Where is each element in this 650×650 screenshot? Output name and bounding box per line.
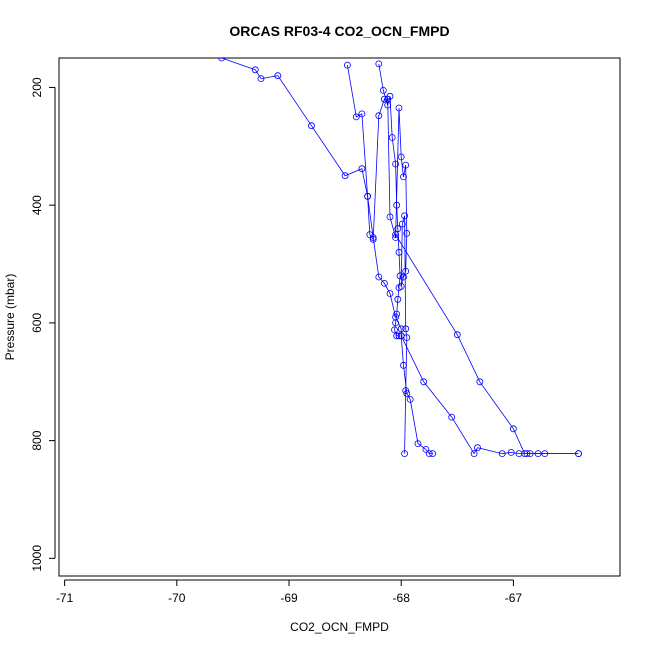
data-point [392,160,400,168]
data-point [380,279,388,287]
series-1 [218,58,437,458]
data-point [375,273,383,281]
data-point [251,66,259,74]
y-tick-label: 400 [30,195,44,215]
chart-title: ORCAS RF03-4 CO2_OCN_FMPD [229,23,449,39]
x-axis-label: CO2_OCN_FMPD [290,620,389,634]
data-point [448,413,456,421]
plot-area [58,57,621,577]
y-axis: 200 400 600 800 1000 [30,77,56,572]
data-point [425,450,433,458]
data-point [521,450,528,458]
data-point [453,331,461,339]
x-axis: -71 -70 -69 -68 -67 [56,579,523,605]
data-point [402,325,410,333]
x-tick-label: -68 [393,591,411,605]
data-point [406,395,414,403]
data-point [343,61,351,69]
data-point [397,153,405,161]
series-line [221,58,433,455]
data-point [394,295,402,303]
x-tick-label: -69 [280,591,298,605]
data-point [400,273,407,281]
data-point [352,113,360,121]
data-point [218,58,226,62]
y-tick-label: 200 [30,77,44,97]
data-point [308,122,315,130]
data-point [498,450,506,458]
data-point [391,326,398,334]
y-tick-label: 1000 [30,545,44,572]
data-point [392,231,400,239]
data-point [429,450,437,458]
data-point [366,231,374,239]
data-point [358,110,366,118]
data-point [420,378,428,386]
x-tick-label: -70 [168,591,186,605]
x-tick-label: -71 [56,591,74,605]
data-point [403,390,411,397]
series-3 [375,60,404,340]
series-layer [218,58,582,458]
data-point [395,284,403,292]
data-point [575,450,582,458]
y-axis-label: Pressure (mbar) [3,274,17,361]
data-point [515,450,523,458]
data-point [388,134,396,141]
data-point [507,448,515,456]
y-tick-label: 800 [30,430,44,450]
data-point [369,235,377,243]
data-point [375,60,383,68]
series-line [347,65,408,454]
data-point [386,213,394,221]
series-5 [392,231,582,458]
data-point [386,290,394,297]
x-tick-label: -67 [505,591,523,605]
data-point [414,440,422,448]
data-point [341,172,349,180]
data-point [402,267,410,275]
data-point [474,444,481,452]
data-point [384,101,392,109]
data-point [398,220,406,228]
data-point [380,95,388,103]
data-point [395,248,403,256]
data-point [397,325,405,333]
data-point [375,112,383,120]
data-point [358,165,366,173]
data-point [470,450,478,458]
data-point [397,332,405,340]
data-point [274,72,282,80]
plot-frame [58,57,621,577]
data-point [401,212,409,220]
data-point [476,378,484,386]
data-point [364,192,372,200]
data-point [510,425,517,433]
data-point [393,201,401,209]
data-point [395,104,403,112]
data-point [392,319,400,327]
data-point [403,229,411,237]
data-point [394,225,402,233]
series-4 [397,332,582,458]
data-point [257,75,265,82]
data-point [400,173,407,181]
data-point [379,87,387,94]
data-point [393,310,401,318]
series-2 [343,61,411,458]
data-point [386,92,394,100]
data-point [395,332,403,340]
data-point [402,161,410,169]
data-point [422,445,430,453]
data-point [393,332,401,340]
data-point [396,272,404,280]
y-tick-label: 600 [30,313,44,333]
data-point [402,387,410,395]
series-line [400,335,579,455]
data-point [401,450,409,458]
series-line [395,234,579,455]
